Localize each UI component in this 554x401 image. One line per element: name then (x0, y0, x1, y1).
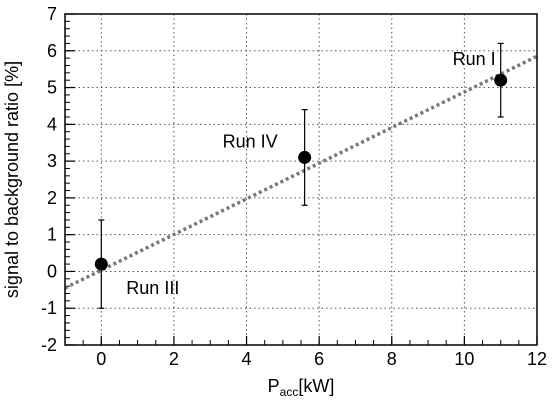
y-tick-label: -1 (41, 298, 57, 318)
point-label: Run III (126, 278, 179, 298)
x-tick-label: 2 (169, 349, 179, 369)
y-tick-label: 4 (47, 114, 57, 134)
y-tick-label: 1 (47, 225, 57, 245)
y-tick-label: 0 (47, 261, 57, 281)
x-tick-label: 10 (454, 349, 474, 369)
y-tick-label: -2 (41, 335, 57, 355)
data-point (494, 73, 508, 87)
x-tick-label: 12 (527, 349, 547, 369)
point-labels: Run III Run IV Run I (126, 49, 495, 298)
x-axis-label-unit: [kW] (298, 376, 334, 396)
x-tick-label: 4 (242, 349, 252, 369)
x-axis-label-main: P (268, 376, 280, 396)
x-tick-label: 6 (314, 349, 324, 369)
fit-line-group (64, 54, 538, 290)
y-tick-labels: -2 -1 0 1 2 3 4 5 6 7 (41, 4, 57, 355)
data-point (94, 257, 108, 271)
fit-line (64, 54, 538, 290)
y-tick-label: 2 (47, 188, 57, 208)
y-tick-label: 3 (47, 151, 57, 171)
point-label: Run IV (223, 131, 278, 151)
y-tick-label: 7 (47, 4, 57, 24)
data-points (94, 73, 508, 271)
x-tick-label: 0 (96, 349, 106, 369)
x-tick-label: 8 (387, 349, 397, 369)
x-axis-label: Pacc[kW] (268, 376, 335, 399)
y-tick-label: 5 (47, 78, 57, 98)
error-bars (98, 42, 504, 309)
point-label: Run I (453, 49, 496, 69)
y-tick-label: 6 (47, 41, 57, 61)
plot-frame (64, 13, 538, 346)
x-tick-labels: 0 2 4 6 8 10 12 (96, 349, 547, 369)
data-point (298, 150, 312, 164)
x-axis-label-sub: acc (280, 385, 299, 399)
y-axis-label: signal to background ratio [%] (2, 61, 22, 298)
